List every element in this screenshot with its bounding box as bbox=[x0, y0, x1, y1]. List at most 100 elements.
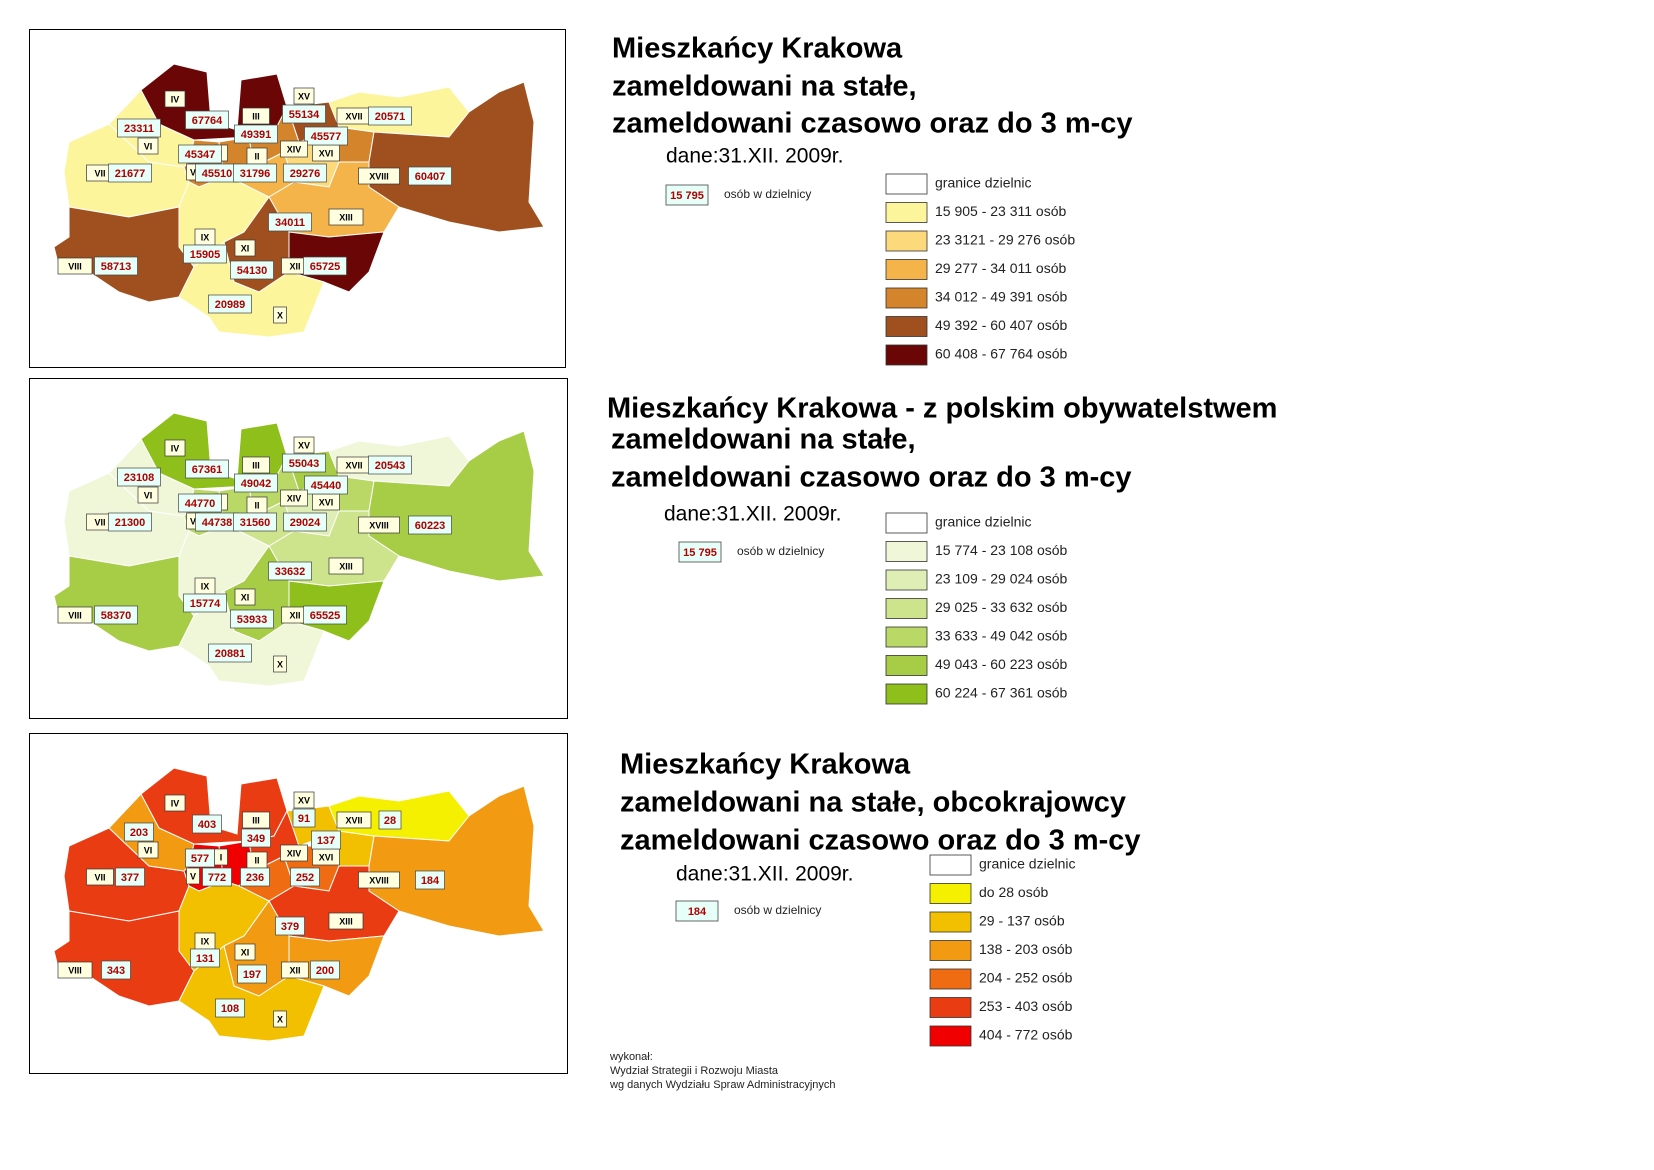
district-value: 20881 bbox=[215, 648, 246, 660]
numeral-box bbox=[234, 239, 256, 257]
legend-swatch bbox=[885, 202, 928, 223]
sample-box bbox=[678, 541, 722, 563]
value-box bbox=[234, 124, 278, 144]
value-box bbox=[94, 605, 138, 625]
district-numeral: XVI bbox=[319, 148, 334, 158]
district-numeral: XIII bbox=[339, 561, 353, 571]
district-value: 15905 bbox=[190, 249, 221, 261]
district bbox=[53, 910, 195, 1007]
district-numeral: XVI bbox=[319, 852, 334, 862]
legend-label: 23 3121 - 29 276 osób bbox=[935, 232, 1075, 248]
legend-swatch bbox=[885, 683, 928, 705]
value-box bbox=[192, 814, 222, 834]
numeral-box bbox=[234, 588, 256, 606]
sample-box bbox=[675, 900, 719, 922]
numeral-box bbox=[328, 912, 364, 930]
district-value: 184 bbox=[421, 875, 440, 887]
footer-line: wg danych Wydziału Spraw Administracyjny… bbox=[609, 1079, 836, 1091]
district-value: 44738 bbox=[202, 517, 233, 529]
district-numeral: II bbox=[254, 151, 259, 161]
legend-label: 29 277 - 34 011 osób bbox=[935, 260, 1067, 276]
district-numeral: XIV bbox=[287, 848, 302, 858]
legend-swatch bbox=[885, 230, 928, 252]
sample-value: 15 795 bbox=[670, 190, 704, 202]
value-box bbox=[283, 512, 327, 532]
value-box bbox=[190, 948, 220, 968]
value-box bbox=[183, 593, 227, 613]
district-value: 28 bbox=[384, 815, 396, 827]
district-value: 15774 bbox=[190, 598, 221, 610]
district-value: 49391 bbox=[241, 129, 272, 141]
value-box bbox=[290, 867, 320, 887]
district-value: 45347 bbox=[185, 149, 216, 161]
legend-label: 49 392 - 60 407 osób bbox=[935, 317, 1068, 333]
numeral-box bbox=[57, 606, 93, 624]
district-value: 60223 bbox=[415, 520, 446, 532]
district-numeral: X bbox=[277, 310, 283, 320]
district-value: 23108 bbox=[124, 472, 155, 484]
value-box bbox=[408, 515, 452, 535]
value-box bbox=[208, 643, 252, 663]
legend-swatch bbox=[929, 854, 972, 876]
district-value: 65725 bbox=[310, 261, 341, 273]
legend-label: 29 025 - 33 632 osób bbox=[935, 599, 1068, 615]
district-numeral: IV bbox=[171, 443, 180, 453]
value-box bbox=[124, 822, 154, 842]
numeral-box bbox=[293, 87, 315, 105]
sample-value: 184 bbox=[688, 906, 707, 918]
sample-label: osób w dzielnicy bbox=[737, 544, 824, 558]
map-title: Mieszkańcy Krakowa - z polskim obywatels… bbox=[607, 393, 1277, 425]
value-box bbox=[202, 867, 232, 887]
value-box bbox=[408, 166, 452, 186]
map-title: zameldowani czasowo oraz do 3 m-cy bbox=[611, 462, 1132, 494]
numeral-box bbox=[273, 1010, 287, 1028]
district-value: 403 bbox=[198, 819, 216, 831]
value-box bbox=[303, 605, 347, 625]
map-title: zameldowani czasowo oraz do 3 m-cy bbox=[620, 825, 1141, 857]
value-box bbox=[368, 455, 412, 475]
district-value: 67764 bbox=[192, 115, 223, 127]
legend-label: 138 - 203 osób bbox=[979, 941, 1073, 957]
value-box bbox=[115, 867, 145, 887]
district-numeral: XII bbox=[289, 965, 300, 975]
sample-box bbox=[665, 184, 709, 206]
district-numeral: XV bbox=[298, 795, 310, 805]
value-box bbox=[268, 212, 312, 232]
numeral-box bbox=[137, 486, 159, 504]
numeral-box bbox=[57, 961, 93, 979]
district-numeral: X bbox=[277, 1014, 283, 1024]
legend-swatch bbox=[885, 655, 928, 676]
district-numeral: XI bbox=[241, 243, 250, 253]
district-value: 55134 bbox=[289, 109, 320, 121]
district bbox=[53, 555, 195, 652]
value-box bbox=[233, 163, 277, 183]
legend-label: 29 - 137 osób bbox=[979, 913, 1065, 929]
legend-label: 60 408 - 67 764 osób bbox=[935, 346, 1068, 362]
map: VII21300VI23108IV67361V44738I44770III490… bbox=[53, 412, 545, 687]
date: dane:31.XII. 2009r. bbox=[664, 503, 841, 526]
district-value: 65525 bbox=[310, 610, 341, 622]
district-value: 131 bbox=[196, 953, 214, 965]
numeral-box bbox=[164, 439, 186, 457]
legend-swatch bbox=[885, 287, 928, 309]
district-value: 23311 bbox=[124, 123, 154, 135]
value-box bbox=[303, 256, 347, 276]
value-box bbox=[185, 848, 215, 868]
legend-swatch bbox=[885, 626, 928, 648]
value-box bbox=[94, 256, 138, 276]
numeral-box bbox=[328, 208, 364, 226]
value-box bbox=[240, 867, 270, 887]
value-box bbox=[368, 106, 412, 126]
legend-swatch bbox=[929, 940, 972, 961]
district-value: 55043 bbox=[289, 458, 320, 470]
district-numeral: XVII bbox=[345, 111, 362, 121]
legend-label: 60 224 - 67 361 osób bbox=[935, 685, 1068, 701]
district-value: 21300 bbox=[115, 517, 146, 529]
legend-swatch bbox=[885, 541, 928, 562]
numeral-box bbox=[281, 961, 309, 979]
district-numeral: XIII bbox=[339, 212, 353, 222]
district-value: 44770 bbox=[185, 498, 216, 510]
legend-label: 204 - 252 osób bbox=[979, 970, 1073, 986]
value-box bbox=[117, 467, 161, 487]
